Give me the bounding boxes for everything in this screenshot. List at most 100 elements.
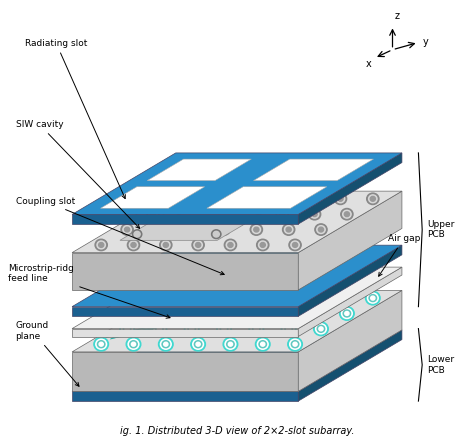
Circle shape [241,296,246,300]
Circle shape [282,322,296,335]
Circle shape [246,210,254,218]
Circle shape [244,209,256,220]
Circle shape [293,342,297,346]
Circle shape [149,310,157,317]
Circle shape [269,291,283,305]
Circle shape [125,227,130,232]
Circle shape [181,210,190,218]
Text: x: x [366,59,372,69]
Circle shape [312,312,317,316]
Polygon shape [298,330,402,401]
Circle shape [271,293,281,303]
Polygon shape [72,191,402,253]
Circle shape [367,293,378,303]
Circle shape [250,224,263,235]
Circle shape [254,227,259,232]
Circle shape [173,293,184,303]
Circle shape [303,293,314,303]
Circle shape [190,327,194,331]
Circle shape [147,209,159,220]
Circle shape [288,337,302,351]
Polygon shape [100,187,205,208]
Circle shape [252,225,261,233]
Circle shape [178,307,192,320]
Circle shape [279,310,286,317]
Circle shape [175,294,182,301]
Circle shape [240,294,247,301]
Circle shape [162,341,170,348]
Circle shape [228,243,233,248]
Circle shape [280,312,284,316]
Circle shape [283,224,295,235]
Circle shape [146,307,160,320]
Circle shape [280,212,285,217]
Polygon shape [147,159,251,181]
Text: z: z [395,11,400,21]
Polygon shape [254,159,374,181]
Circle shape [341,309,352,319]
Circle shape [286,227,291,232]
Polygon shape [72,267,402,328]
Circle shape [304,195,312,203]
Circle shape [249,322,264,335]
Circle shape [284,225,293,233]
Circle shape [206,293,217,303]
Circle shape [155,225,164,233]
Circle shape [289,239,301,251]
Circle shape [339,307,354,320]
Circle shape [311,310,319,317]
Polygon shape [72,245,402,307]
Text: SIW cavity: SIW cavity [16,120,140,229]
Circle shape [276,209,288,220]
Circle shape [259,341,266,348]
Circle shape [336,195,345,203]
Circle shape [319,227,324,232]
Circle shape [189,227,194,232]
Circle shape [248,312,252,316]
Circle shape [292,341,299,348]
Circle shape [188,225,196,233]
Circle shape [208,294,215,301]
Circle shape [182,310,189,317]
Circle shape [227,341,234,348]
Polygon shape [106,305,239,338]
Circle shape [277,309,288,319]
Circle shape [151,312,155,316]
Circle shape [184,322,199,335]
Circle shape [157,327,162,331]
Circle shape [192,239,204,251]
Circle shape [243,307,257,320]
Circle shape [224,239,237,251]
Circle shape [213,231,219,237]
Circle shape [241,196,246,201]
Circle shape [186,324,197,334]
Circle shape [302,193,314,205]
Circle shape [96,339,107,349]
Text: Ground
plane: Ground plane [16,321,79,386]
Circle shape [157,227,162,232]
Circle shape [301,291,316,305]
Polygon shape [207,187,327,208]
Polygon shape [72,290,402,352]
Circle shape [309,309,320,319]
Circle shape [176,196,182,201]
Circle shape [188,325,195,332]
Circle shape [209,296,213,300]
Circle shape [367,193,379,205]
Circle shape [275,307,290,320]
Circle shape [132,230,142,239]
Circle shape [183,212,188,217]
Circle shape [194,241,202,249]
Circle shape [317,225,325,233]
Circle shape [253,205,263,214]
Circle shape [134,231,140,237]
Circle shape [163,243,168,248]
Circle shape [175,195,183,203]
Circle shape [97,241,105,249]
Circle shape [238,293,249,303]
Circle shape [158,337,173,351]
Circle shape [191,337,205,351]
Text: Upper
PCB: Upper PCB [427,220,454,240]
Text: y: y [423,38,429,47]
Circle shape [95,239,107,251]
